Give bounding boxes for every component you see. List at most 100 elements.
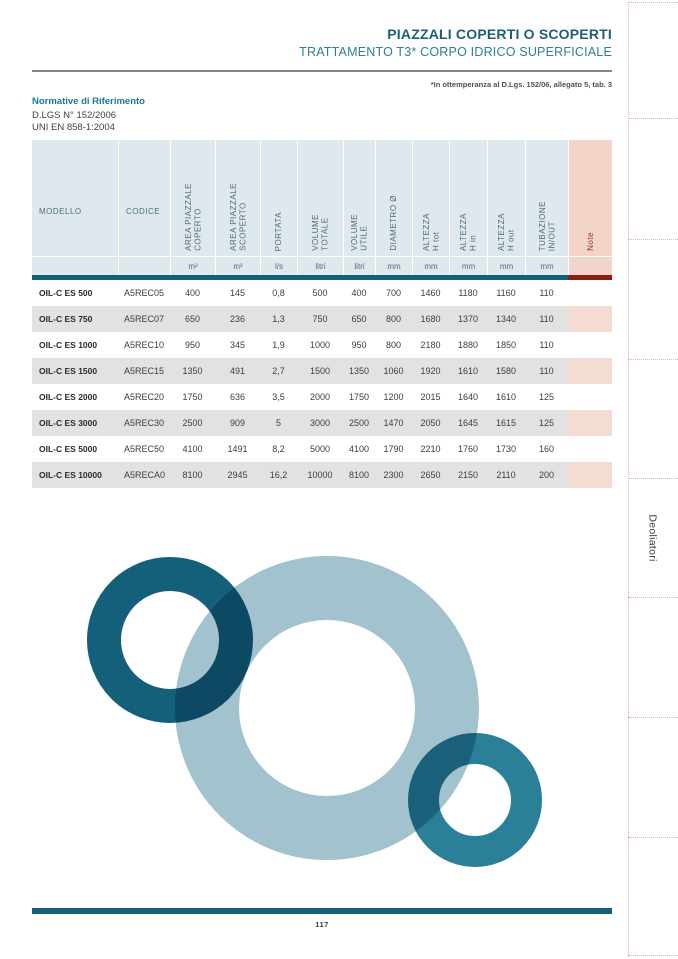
rail-vertical-dotted-line (628, 2, 629, 957)
column-header-codice: CODICE (118, 140, 170, 256)
column-header-portata: PORTATA (260, 140, 297, 256)
cell-altezza-h-out: 1580 (495, 366, 517, 376)
cell-modello: OIL-C ES 1000 (39, 340, 98, 350)
cell-portata: 16,2 (269, 470, 288, 480)
unit-cell-altezza-h-out: mm (487, 257, 525, 275)
cell-portata: 2,7 (272, 366, 285, 376)
cell-portata: 3,5 (272, 392, 285, 402)
cell-codice: A5RECA0 (124, 470, 166, 480)
cell-volume-totale: 5000 (309, 444, 331, 454)
cell-altezza-h-tot: 2015 (420, 392, 441, 402)
cell-altezza-h-tot: 2650 (420, 470, 441, 480)
cell-volume-totale: 1000 (309, 340, 331, 350)
column-header-label: CODICE (126, 207, 161, 216)
sidebar-tab-label: Deoliatori (646, 513, 659, 562)
rail-divider (628, 955, 678, 956)
cell-volume-totale: 2000 (309, 392, 331, 402)
normative-heading: Normative di Riferimento (32, 96, 145, 107)
column-header-volume-totale: VOLUME TOTALE (297, 140, 343, 256)
unit-cell-tubazione-in-out: mm (525, 257, 568, 275)
cell-altezza-h-out: 1850 (495, 340, 517, 350)
table-row: OIL-C ES 1000 A5REC10 950 345 1,9 1000 950 800 2… (32, 332, 612, 358)
unit-cell-modello (32, 257, 118, 275)
column-header-area-piazzale-scoperto: AREA PIAZZALE SCOPERTO (215, 140, 260, 256)
decorative-ring-dark-teal (87, 557, 253, 723)
cell-area-piazzale-coperto: 400 (184, 288, 201, 298)
cell-diametro: 1060 (383, 366, 404, 376)
column-header-label: ALTEZZA H tot (421, 212, 441, 251)
cell-altezza-h-in: 1180 (458, 288, 478, 298)
footer-bar (32, 908, 612, 914)
cell-note (568, 332, 612, 358)
cell-modello: OIL-C ES 3000 (39, 418, 98, 428)
column-header-label: VOLUME TOTALE (311, 214, 330, 251)
normative-item: UNI EN 858-1:2004 (32, 122, 115, 133)
compliance-note: *In ottemperanza al D.Lgs. 152/06, alleg… (430, 80, 612, 89)
unit-cell-volume-utile: litri (343, 257, 375, 275)
cell-diametro: 1790 (383, 444, 404, 454)
spec-table: MODELLO CODICE AREA PIAZZALE COPERTO AREA P… (32, 140, 612, 488)
rail-divider (628, 717, 678, 718)
column-header-altezza-h-tot: ALTEZZA H tot (412, 140, 449, 256)
column-header-label: PORTATA (274, 211, 284, 251)
cell-area-piazzale-coperto: 8100 (182, 470, 203, 480)
cell-volume-utile: 1750 (348, 392, 370, 402)
column-header-label: AREA PIAZZALE SCOPERTO (228, 183, 248, 251)
column-header-label: ALTEZZA H in (459, 212, 478, 251)
cell-altezza-h-tot: 2050 (420, 418, 441, 428)
cell-altezza-h-out: 1730 (495, 444, 517, 454)
cell-codice: A5REC05 (124, 288, 165, 298)
table-header-row: MODELLO CODICE AREA PIAZZALE COPERTO AREA P… (32, 140, 612, 256)
cell-area-piazzale-scoperto: 145 (229, 288, 246, 298)
cell-diametro: 800 (385, 314, 402, 324)
column-header-label: VOLUME UTILE (350, 214, 369, 251)
cell-volume-totale: 1500 (309, 366, 331, 376)
cell-volume-utile: 2500 (348, 418, 370, 428)
cell-volume-utile: 1350 (348, 366, 370, 376)
cell-altezza-h-tot: 2210 (420, 444, 441, 454)
table-row: OIL-C ES 500 A5REC05 400 145 0,8 500 400 700 146… (32, 280, 612, 306)
cell-altezza-h-tot: 1920 (420, 366, 441, 376)
cell-codice: A5REC50 (124, 444, 165, 454)
table-row: OIL-C ES 750 A5REC07 650 236 1,3 750 650 800 168… (32, 306, 612, 332)
cell-codice: A5REC20 (124, 392, 165, 402)
cell-volume-utile: 650 (351, 314, 367, 324)
cell-volume-utile: 4100 (348, 444, 370, 454)
rail-divider (628, 359, 678, 360)
cell-note (568, 306, 612, 332)
cell-area-piazzale-scoperto: 491 (229, 366, 246, 376)
normative-item: D.LGS N° 152/2006 (32, 110, 117, 121)
cell-volume-totale: 3000 (309, 418, 331, 428)
column-header-label: TUBAZIONE IN/OUT (537, 200, 557, 251)
cell-codice: A5REC15 (124, 366, 165, 376)
cell-modello: OIL-C ES 2000 (39, 392, 98, 402)
column-header-label: DIAMETRO Ø (389, 195, 399, 251)
table-row: OIL-C ES 10000 A5RECA0 8100 2945 16,2 10000 81… (32, 462, 612, 488)
cell-note (568, 280, 612, 306)
cell-diametro: 2300 (383, 470, 404, 480)
cell-volume-totale: 500 (312, 288, 328, 298)
cell-note (568, 358, 612, 384)
cell-note (568, 436, 612, 462)
cell-tubazione-in-out: 110 (539, 340, 554, 350)
page-title: PIAZZALI COPERTI O SCOPERTI (387, 26, 612, 42)
cell-altezza-h-in: 1880 (457, 340, 479, 350)
cell-area-piazzale-coperto: 950 (184, 340, 201, 350)
column-header-label: ALTEZZA H out (497, 212, 516, 251)
rail-divider (628, 837, 678, 838)
sidebar-tab-deoliatori: Deoliatori (628, 478, 678, 597)
column-header-area-piazzale-coperto: AREA PIAZZALE COPERTO (170, 140, 215, 256)
cell-diametro: 1470 (383, 418, 404, 428)
cell-altezza-h-out: 1160 (496, 288, 516, 298)
cell-altezza-h-tot: 1460 (420, 288, 441, 298)
table-row: OIL-C ES 5000 A5REC50 4100 1491 8,2 5000 4100 1… (32, 436, 612, 462)
normative-section: Normative di Riferimento D.LGS N° 152/20… (32, 96, 145, 134)
cell-codice: A5REC30 (124, 418, 165, 428)
cell-area-piazzale-scoperto: 345 (229, 340, 246, 350)
cell-note (568, 462, 612, 488)
cell-tubazione-in-out: 125 (538, 418, 555, 428)
cell-tubazione-in-out: 110 (539, 288, 554, 298)
unit-cell-altezza-h-in: mm (449, 257, 487, 275)
table-row: OIL-C ES 2000 A5REC20 1750 636 3,5 2000 1750 12… (32, 384, 612, 410)
